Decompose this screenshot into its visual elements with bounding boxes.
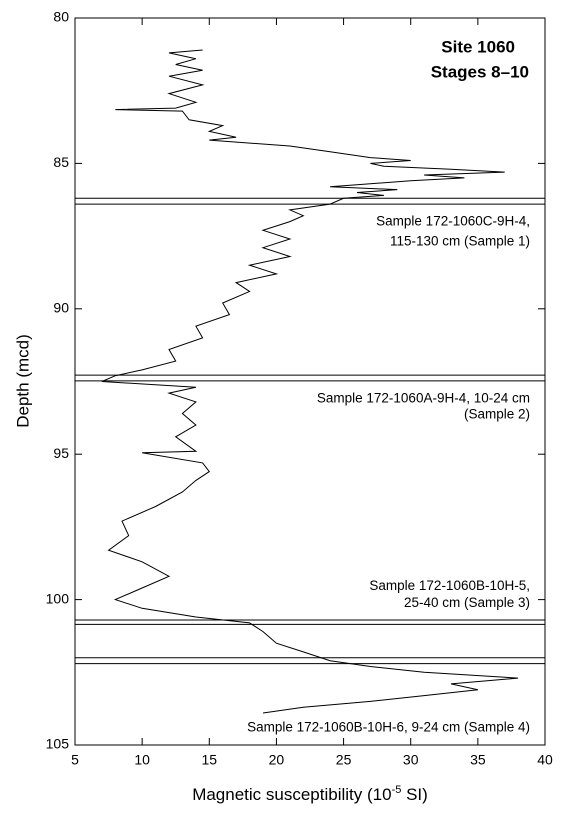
sample-label: Sample 172-1060B-10H-5, [369, 578, 530, 593]
x-tick-label: 20 [269, 752, 285, 768]
x-axis-title-part: SI) [401, 785, 427, 804]
y-tick-label: 95 [53, 445, 69, 461]
sample-label: Sample 172-1060B-10H-6, 9-24 cm (Sample … [247, 720, 530, 735]
x-axis-title-sup: -5 [392, 784, 402, 796]
plot-frame [74, 17, 546, 746]
x-tick-label: 15 [201, 752, 217, 768]
x-tick-label: 25 [336, 752, 352, 768]
sample-label: Sample 172-1060C-9H-4, [376, 214, 530, 229]
y-tick-label: 85 [53, 154, 69, 170]
y-tick-label: 105 [46, 736, 70, 752]
sample-label: 115-130 cm (Sample 1) [390, 234, 530, 249]
y-tick-label: 80 [53, 9, 69, 25]
sample-label: 25-40 cm (Sample 3) [404, 595, 530, 610]
sample-label: (Sample 2) [464, 406, 530, 421]
chart-subtitle: Stages 8–10 [431, 62, 529, 81]
x-tick-label: 35 [470, 752, 486, 768]
x-axis-title: Magnetic susceptibility (10-5 SI) [192, 784, 428, 805]
sample-label: Sample 172-1060A-9H-4, 10-24 cm [317, 390, 530, 405]
data-line [101, 49, 519, 714]
y-axis-title: Depth (mcd) [13, 334, 32, 428]
x-tick-label: 10 [134, 752, 150, 768]
y-tick-label: 90 [53, 300, 69, 316]
y-tick-label: 100 [46, 590, 70, 606]
x-tick-label: 40 [537, 752, 553, 768]
x-tick-label: 30 [403, 752, 419, 768]
chart-title: Site 1060 [441, 37, 515, 56]
x-tick-label: 5 [71, 752, 79, 768]
x-axis-title-part: Magnetic susceptibility (10 [192, 785, 391, 804]
